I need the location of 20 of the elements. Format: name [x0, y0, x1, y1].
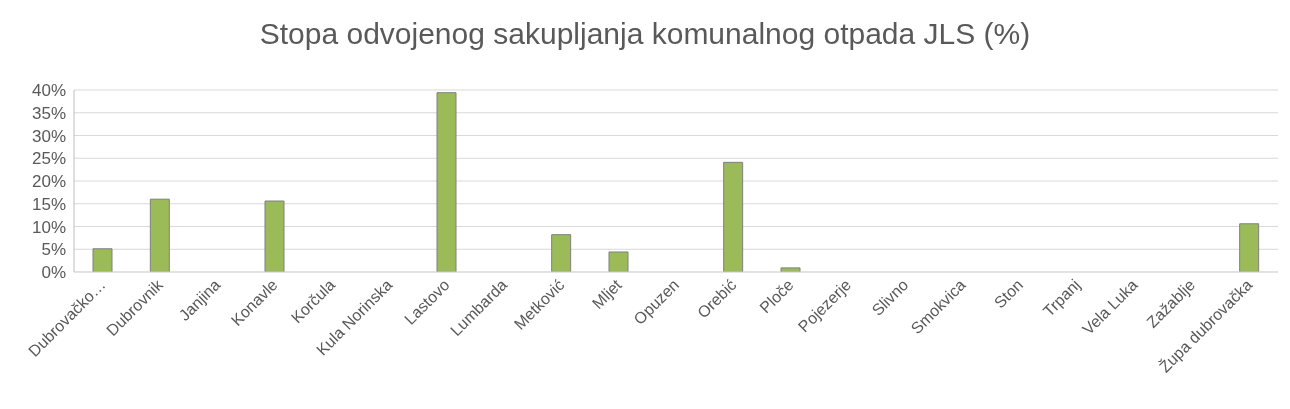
bar: [551, 234, 572, 272]
y-tick-label: 35%: [31, 103, 66, 123]
chart-title: Stopa odvojenog sakupljanja komunalnog otpada JLS (%): [258, 16, 1032, 52]
bar: [92, 248, 113, 272]
x-tick-label: Ston: [990, 276, 1027, 312]
bar: [780, 267, 801, 272]
y-tick-label: 30%: [31, 126, 66, 146]
y-tick-label: 10%: [31, 217, 66, 237]
bar: [1239, 223, 1260, 272]
bar: [608, 251, 629, 272]
y-tick-label: 20%: [31, 172, 66, 192]
y-tick-label: 25%: [31, 149, 66, 169]
bar: [264, 200, 285, 272]
y-tick-label: 15%: [31, 194, 66, 214]
y-tick-label: 5%: [41, 240, 66, 260]
bar: [723, 161, 744, 272]
bar: [149, 198, 170, 272]
bar: [436, 92, 457, 272]
y-tick-label: 0%: [41, 263, 66, 283]
y-tick-label: 40%: [31, 81, 66, 101]
